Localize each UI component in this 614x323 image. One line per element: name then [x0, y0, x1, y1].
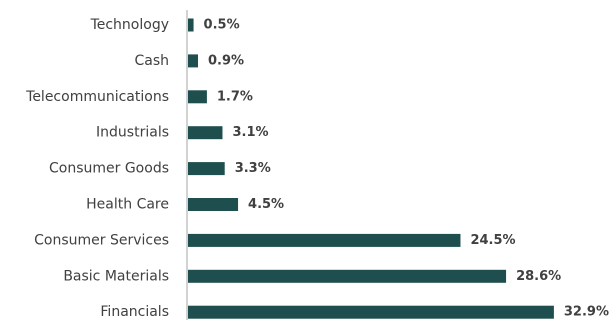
bar-basic-materials	[188, 269, 507, 283]
category-label-technology: Technology	[90, 17, 169, 33]
category-labels-group: Technology Cash Telecommunications Industri…	[25, 17, 169, 320]
category-label-telecommunications: Telecommunications	[25, 89, 169, 105]
value-label-health-care: 4.5%	[248, 197, 284, 212]
value-label-consumer-services: 24.5%	[470, 233, 515, 248]
category-label-financials: Financials	[100, 304, 169, 320]
value-label-cash: 0.9%	[208, 53, 244, 68]
bar-health-care	[188, 198, 239, 211]
category-label-cash: Cash	[134, 53, 169, 69]
bar-consumer-services	[188, 233, 461, 247]
value-labels-group: 0.5% 0.9% 1.7% 3.1% 3.3% 4.5% 24.5% 28.6% 32.9%	[204, 18, 609, 320]
bar-financials	[188, 305, 554, 319]
value-label-industrials: 3.1%	[232, 125, 268, 140]
value-label-telecommunications: 1.7%	[217, 89, 253, 104]
bar-technology	[188, 18, 194, 32]
value-label-technology: 0.5%	[204, 18, 240, 33]
bar-consumer-goods	[188, 162, 225, 176]
bars-group	[188, 18, 554, 319]
category-label-consumer-services: Consumer Services	[34, 232, 169, 248]
category-label-health-care: Health Care	[86, 197, 169, 213]
category-label-basic-materials: Basic Materials	[63, 268, 169, 284]
category-label-industrials: Industrials	[96, 125, 169, 141]
bar-telecommunications	[188, 90, 207, 104]
value-label-consumer-goods: 3.3%	[235, 161, 271, 176]
value-label-basic-materials: 28.6%	[516, 269, 561, 284]
category-label-consumer-goods: Consumer Goods	[49, 161, 169, 177]
bar-cash	[188, 54, 199, 68]
value-label-financials: 32.9%	[564, 305, 609, 320]
bar-industrials	[188, 126, 223, 140]
